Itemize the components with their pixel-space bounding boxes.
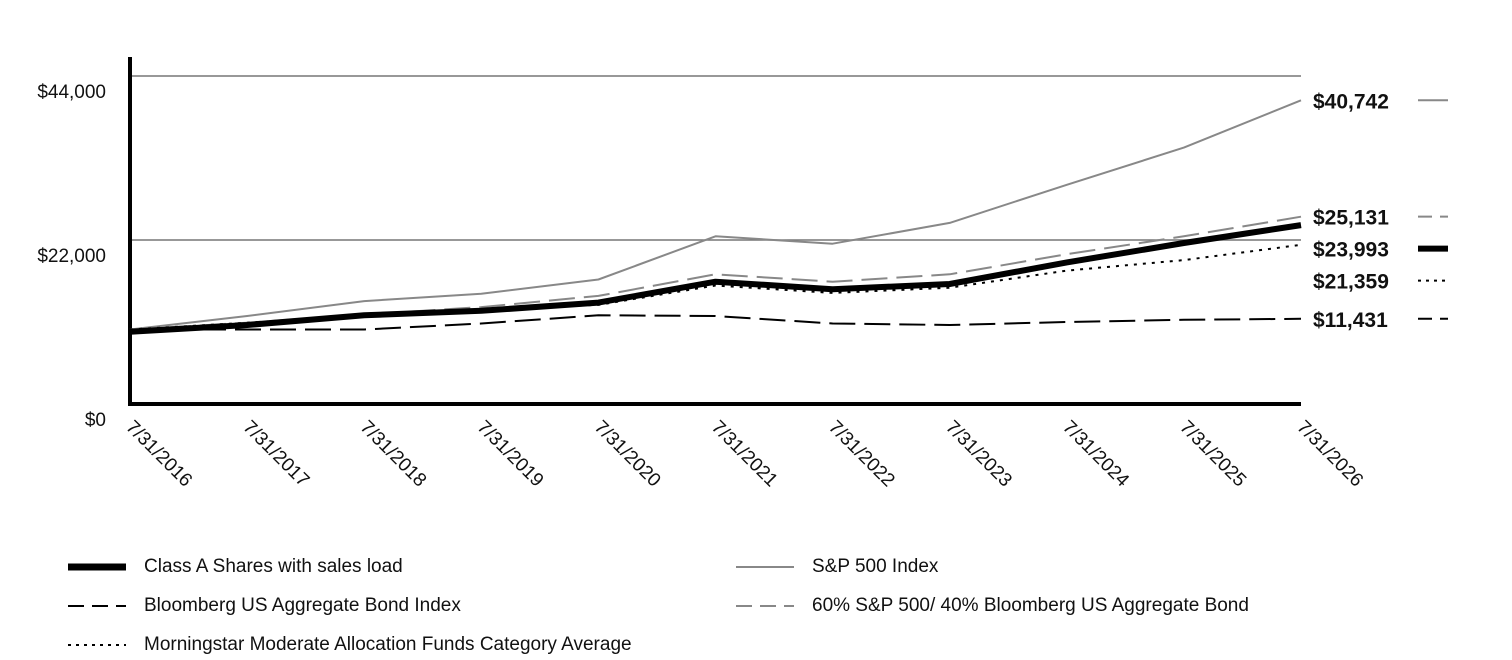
y-tick-label: $0 [85,410,106,431]
end-label-0: $23,993 [1313,239,1389,262]
end-label-3: $25,131 [1313,207,1389,230]
x-tick-label: 7/31/2020 [590,417,665,492]
x-tick-label: 7/31/2025 [1175,417,1250,492]
end-label-4: $21,359 [1313,271,1389,294]
x-tick-label: 7/31/2021 [707,417,782,492]
x-tick-label: 7/31/2017 [239,417,314,492]
x-tick-label: 7/31/2024 [1058,417,1133,492]
end-label-2: $11,431 [1313,309,1388,332]
x-tick-label: 7/31/2018 [356,417,431,492]
x-tick-label: 7/31/2019 [473,417,548,492]
x-tick-label: 7/31/2023 [941,417,1016,492]
end-label-1: $40,742 [1313,90,1389,113]
series-line-2 [130,314,1302,331]
y-tick-label: $44,000 [37,82,106,103]
x-tick-label: 7/31/2026 [1292,417,1367,492]
series-line-4 [129,243,1302,331]
series-line-0 [129,222,1302,335]
y-tick-label: $22,000 [37,246,106,267]
x-tick-label: 7/31/2022 [824,417,899,492]
series-line-1 [129,99,1302,331]
series-line-3 [129,215,1302,331]
x-tick-label: 7/31/2016 [121,417,196,492]
